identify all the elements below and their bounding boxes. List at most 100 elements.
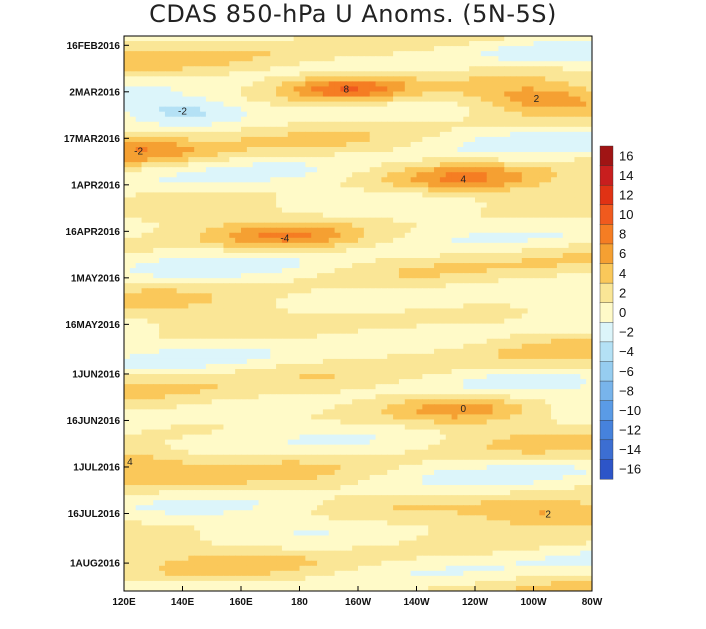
field-cell [264, 217, 271, 224]
field-cell [434, 242, 441, 249]
field-cell [469, 343, 476, 350]
field-cell [258, 56, 265, 62]
field-cell [545, 303, 552, 310]
field-cell [159, 106, 166, 113]
field-cell [416, 177, 423, 183]
field-cell [574, 222, 581, 229]
field-cell [129, 152, 137, 158]
field-cell [159, 313, 166, 320]
field-cell [358, 177, 365, 183]
field-cell [287, 56, 295, 62]
field-cell [410, 278, 418, 284]
field-cell [381, 313, 388, 320]
field-cell [235, 91, 242, 98]
field-cell [439, 313, 447, 320]
field-cell [170, 106, 178, 113]
field-cell [317, 172, 324, 178]
field-cell [346, 51, 353, 57]
field-cell [574, 313, 581, 320]
field-cell [246, 106, 254, 113]
field-cell [147, 303, 154, 310]
field-cell [293, 141, 301, 148]
field-cell [393, 167, 400, 173]
field-cell [527, 56, 535, 62]
field-cell [328, 41, 336, 47]
field-cell [486, 101, 494, 108]
field-cell [363, 298, 371, 305]
field-cell [375, 187, 382, 194]
field-cell [293, 86, 301, 93]
field-cell [574, 86, 581, 93]
field-cell [486, 338, 494, 345]
field-cell [586, 242, 592, 249]
field-cell [416, 318, 423, 325]
field-cell [363, 237, 371, 244]
field-cell [352, 157, 359, 163]
field-cell [410, 333, 418, 340]
field-cell [352, 252, 359, 259]
field-cell [129, 247, 137, 254]
field-cell [164, 308, 172, 315]
field-cell [217, 172, 225, 178]
field-cell [498, 116, 505, 123]
field-cell [334, 131, 342, 138]
field-cell [264, 41, 271, 47]
field-cell [398, 182, 406, 188]
field-cell [434, 227, 441, 234]
field-cell [164, 212, 172, 219]
field-cell [153, 212, 160, 219]
field-cell [445, 217, 453, 224]
field-cell [200, 252, 207, 259]
field-cell [486, 167, 494, 173]
field-cell [276, 41, 283, 47]
field-cell [346, 252, 353, 259]
field-cell [545, 46, 552, 52]
field-cell [252, 76, 260, 83]
field-cell [398, 232, 406, 239]
field-cell [258, 101, 265, 108]
field-cell [194, 101, 201, 108]
field-cell [398, 81, 406, 88]
field-cell [188, 46, 195, 52]
field-cell [358, 182, 365, 188]
field-cell [258, 182, 265, 188]
field-cell [124, 343, 131, 350]
field-cell [200, 91, 207, 98]
field-cell [141, 177, 148, 183]
field-cell [281, 141, 289, 148]
field-cell [480, 258, 488, 264]
field-cell [475, 91, 482, 98]
field-cell [363, 263, 371, 269]
field-cell [293, 298, 301, 305]
field-cell [264, 61, 271, 67]
field-cell [416, 323, 423, 330]
field-cell [322, 207, 330, 214]
field-cell [276, 293, 283, 299]
field-cell [515, 258, 523, 264]
field-cell [475, 162, 482, 168]
field-cell [129, 343, 137, 350]
field-cell [404, 273, 412, 279]
field-cell [211, 71, 219, 77]
field-cell [293, 333, 301, 340]
field-cell [551, 61, 558, 67]
field-cell [533, 141, 540, 148]
field-cell [346, 56, 353, 62]
field-cell [205, 348, 213, 355]
field-cell [439, 121, 447, 128]
field-cell [539, 106, 546, 113]
field-cell [270, 131, 277, 138]
field-cell [153, 56, 160, 62]
field-cell [398, 106, 406, 113]
field-cell [469, 36, 476, 42]
field-cell [305, 162, 312, 168]
field-cell [451, 172, 459, 178]
field-cell [270, 202, 277, 209]
field-cell [328, 308, 336, 315]
field-cell [188, 106, 195, 113]
field-cell [205, 328, 213, 335]
field-cell [393, 136, 400, 143]
field-cell [147, 247, 154, 254]
field-cell [252, 141, 260, 148]
field-cell [334, 126, 342, 133]
